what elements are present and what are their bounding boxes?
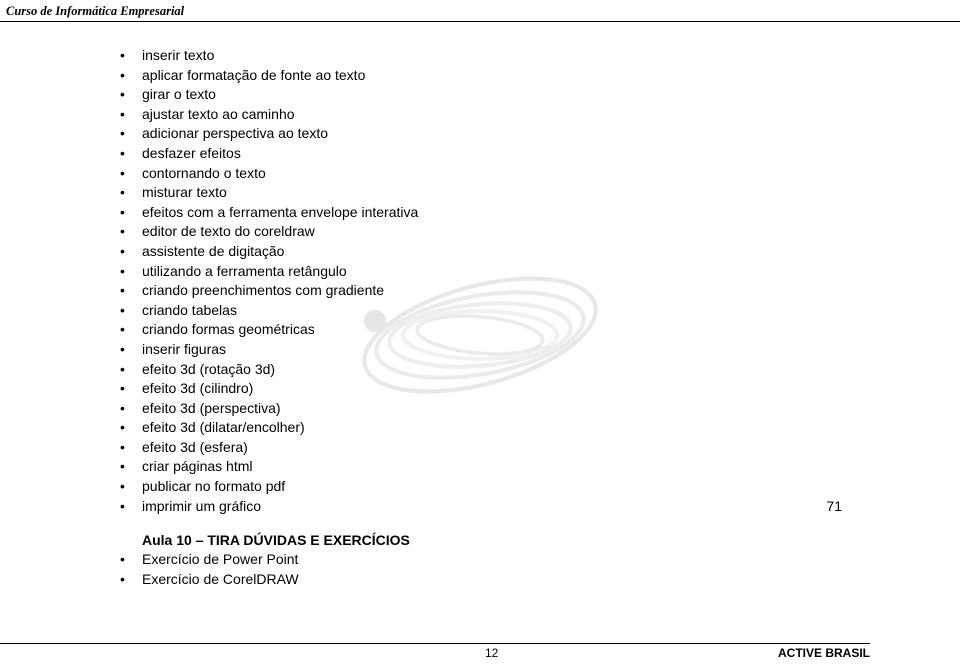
- list-item: criar páginas html: [120, 457, 960, 477]
- list-item: criando formas geométricas: [120, 320, 960, 340]
- footer-company-name: ACTIVE BRASIL: [778, 646, 870, 660]
- list-item: misturar texto: [120, 183, 960, 203]
- list-item: utilizando a ferramenta retângulo: [120, 262, 960, 282]
- list-item: inserir figuras: [120, 340, 960, 360]
- lesson-section: Aula 10 – TIRA DÚVIDAS E EXERCÍCIOS Exer…: [0, 516, 960, 589]
- list-item: assistente de digitação: [120, 242, 960, 262]
- list-item-text: imprimir um gráfico: [142, 498, 261, 514]
- list-item: efeito 3d (rotação 3d): [120, 360, 960, 380]
- list-item: inserir texto: [120, 46, 960, 66]
- page-footer: 12 ACTIVE BRASIL: [0, 643, 960, 660]
- list-item: efeito 3d (perspectiva): [120, 399, 960, 419]
- list-item: efeito 3d (dilatar/encolher): [120, 418, 960, 438]
- topics-list: inserir texto aplicar formatação de font…: [0, 22, 960, 516]
- list-item: publicar no formato pdf: [120, 477, 960, 497]
- list-item: efeito 3d (cilindro): [120, 379, 960, 399]
- footer-divider: [0, 643, 870, 644]
- course-header-title: Curso de Informática Empresarial: [0, 0, 960, 21]
- list-item: editor de texto do coreldraw: [120, 222, 960, 242]
- lesson-items-list: Exercício de Power Point Exercício de Co…: [142, 548, 960, 589]
- list-item: Exercício de CorelDRAW: [120, 570, 960, 590]
- footer-page-number: 12: [485, 646, 498, 660]
- list-item: efeitos com a ferramenta envelope intera…: [120, 203, 960, 223]
- list-item: ajustar texto ao caminho: [120, 105, 960, 125]
- list-item: efeito 3d (esfera): [120, 438, 960, 458]
- page-reference-number: 71: [826, 497, 842, 517]
- list-item: Exercício de Power Point: [120, 550, 960, 570]
- list-item: criando tabelas: [120, 301, 960, 321]
- list-item: aplicar formatação de fonte ao texto: [120, 66, 960, 86]
- lesson-title: Aula 10 – TIRA DÚVIDAS E EXERCÍCIOS: [142, 532, 960, 548]
- list-item: imprimir um gráfico 71: [120, 497, 960, 517]
- list-item: desfazer efeitos: [120, 144, 960, 164]
- list-item: contornando o texto: [120, 164, 960, 184]
- list-item: girar o texto: [120, 85, 960, 105]
- list-item: adicionar perspectiva ao texto: [120, 124, 960, 144]
- list-item: criando preenchimentos com gradiente: [120, 281, 960, 301]
